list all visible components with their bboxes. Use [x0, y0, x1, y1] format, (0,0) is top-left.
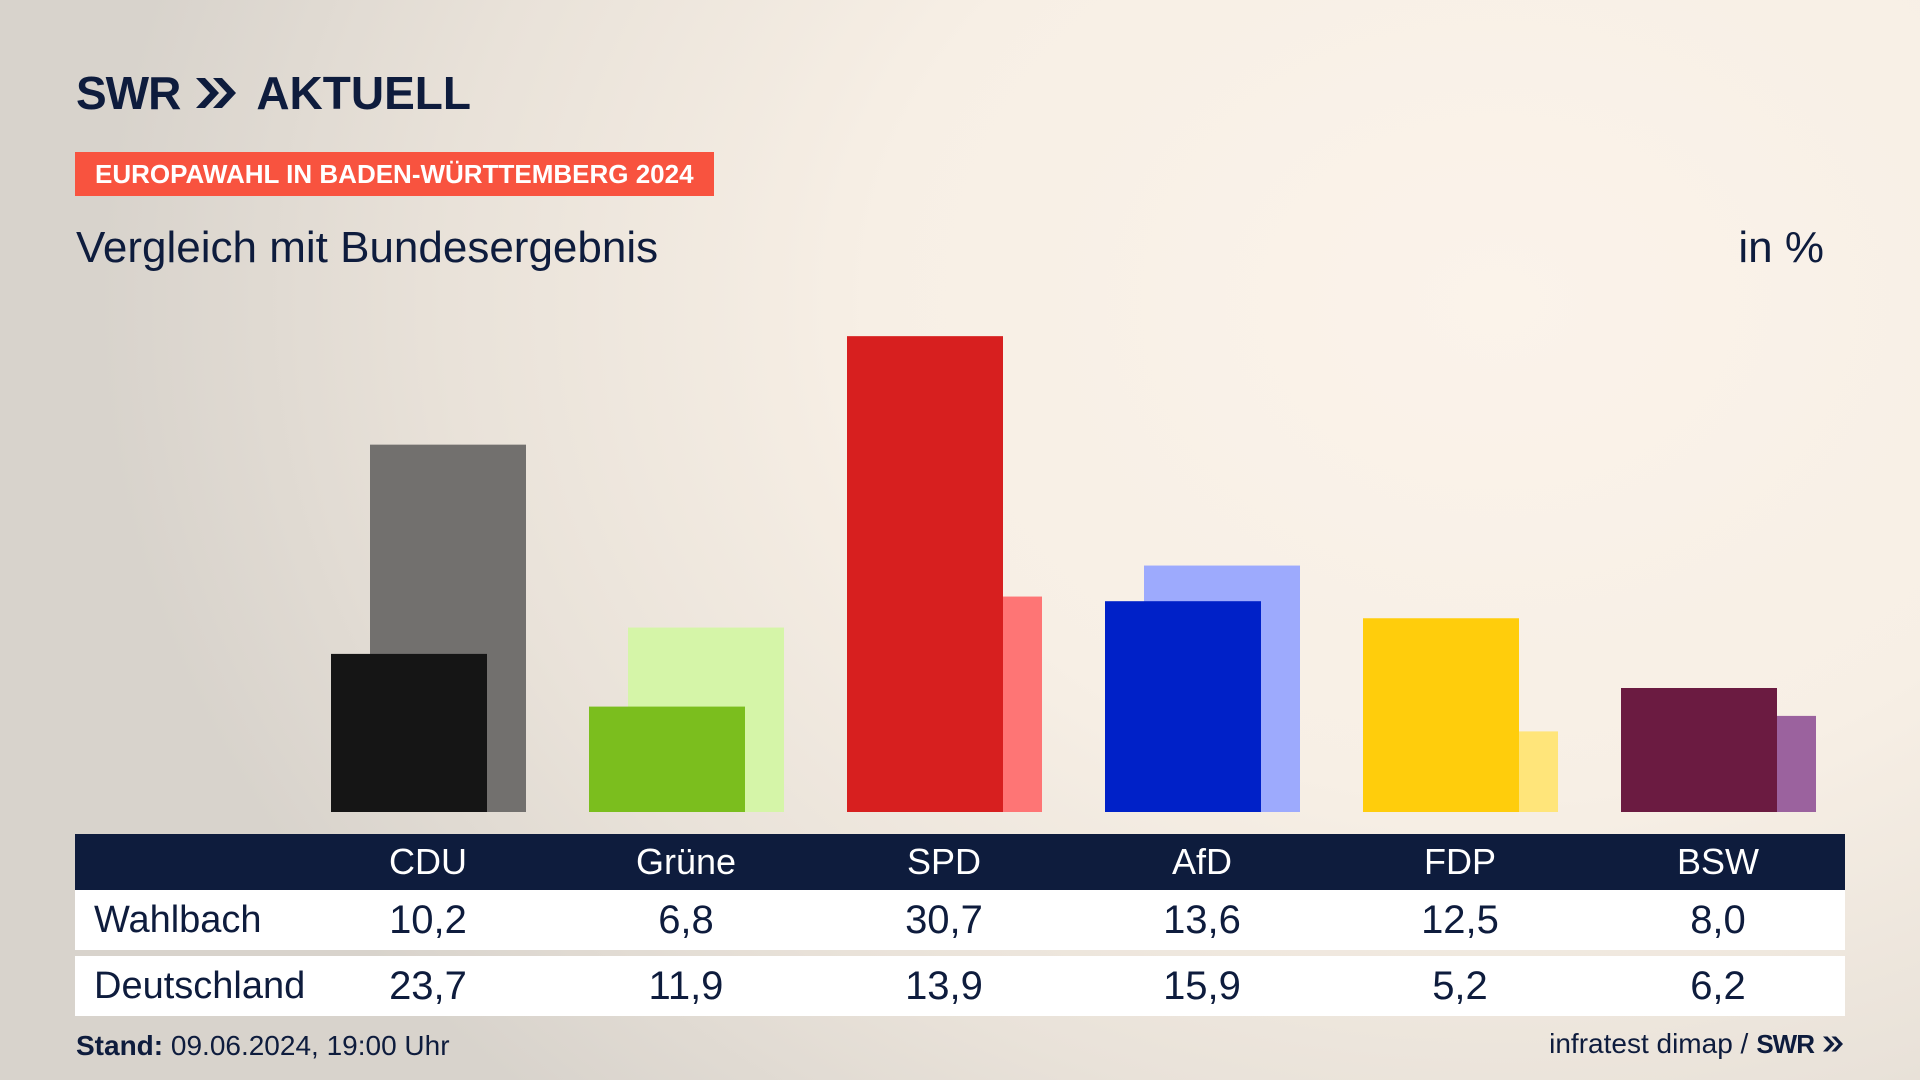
value-national-spd: 13,9	[905, 964, 983, 1008]
logo-aktuell-text: AKTUELL	[256, 67, 471, 119]
small-double-chevron-icon	[1823, 1036, 1843, 1052]
chart-subtitle: Vergleich mit Bundesergebnis	[76, 223, 659, 272]
header-spd: SPD	[906, 841, 982, 882]
bar-local-bsw	[1621, 688, 1777, 812]
value-local-cdu: 10,2	[389, 898, 467, 942]
double-chevron-icon	[196, 78, 237, 108]
bar-local-grüne	[589, 706, 745, 812]
value-local-fdp: 12,5	[1421, 898, 1499, 942]
bar-local-afd	[1105, 601, 1261, 812]
header-cdu: CDU	[389, 841, 467, 882]
value-national-afd: 15,9	[1163, 964, 1241, 1008]
header-fdp: FDP	[1424, 841, 1496, 882]
swr-aktuell-logo: SWR AKTUELL	[76, 70, 471, 116]
bar-local-cdu	[331, 653, 487, 812]
results-table: CDU Grüne SPD AfD FDP BSW Wahlbach 10,2 6,8 30,…	[75, 834, 1845, 1016]
value-local-afd: 13,6	[1163, 898, 1241, 942]
bar-local-fdp	[1363, 618, 1519, 812]
row-label-local: Wahlbach	[94, 899, 262, 941]
header-grüne: Grüne	[635, 841, 737, 882]
value-national-cdu: 23,7	[389, 964, 467, 1008]
stand-value: 09.06.2024, 19:00 Uhr	[170, 1030, 450, 1061]
stand-label: Stand:	[76, 1030, 164, 1061]
stand-timestamp: Stand: 09.06.2024, 19:00 Uhr	[76, 1030, 450, 1062]
election-badge: EUROPAWAHL IN BADEN-WÜRTTEMBERG 2024	[75, 152, 714, 196]
value-national-bsw: 6,2	[1690, 964, 1746, 1008]
value-local-bsw: 8,0	[1690, 898, 1746, 942]
value-local-grüne: 6,8	[658, 898, 714, 942]
header-afd: AfD	[1171, 841, 1232, 882]
value-national-fdp: 5,2	[1432, 964, 1488, 1008]
row-label-national: Deutschland	[94, 965, 306, 1007]
logo-swr-text: SWR	[76, 67, 181, 119]
bar-local-spd	[847, 336, 1003, 812]
value-national-grüne: 11,9	[648, 964, 724, 1008]
unit-label: in %	[1738, 223, 1824, 272]
value-local-spd: 30,7	[905, 898, 983, 942]
table-row-local: Wahlbach 10,2 6,8 30,7 13,6 12,5 8,0	[75, 890, 1845, 950]
header-bsw: BSW	[1676, 841, 1759, 882]
bar-chart	[331, 336, 1816, 812]
table-header-row: CDU Grüne SPD AfD FDP BSW	[75, 834, 1845, 890]
source-logo-text: SWR	[1756, 1028, 1815, 1059]
source-credit: infratest dimap / SWR	[1549, 1028, 1844, 1060]
table-row-national: Deutschland 23,7 11,9 13,9 15,9 5,2 6,2	[75, 956, 1845, 1016]
source-text: infratest dimap /	[1549, 1028, 1749, 1059]
